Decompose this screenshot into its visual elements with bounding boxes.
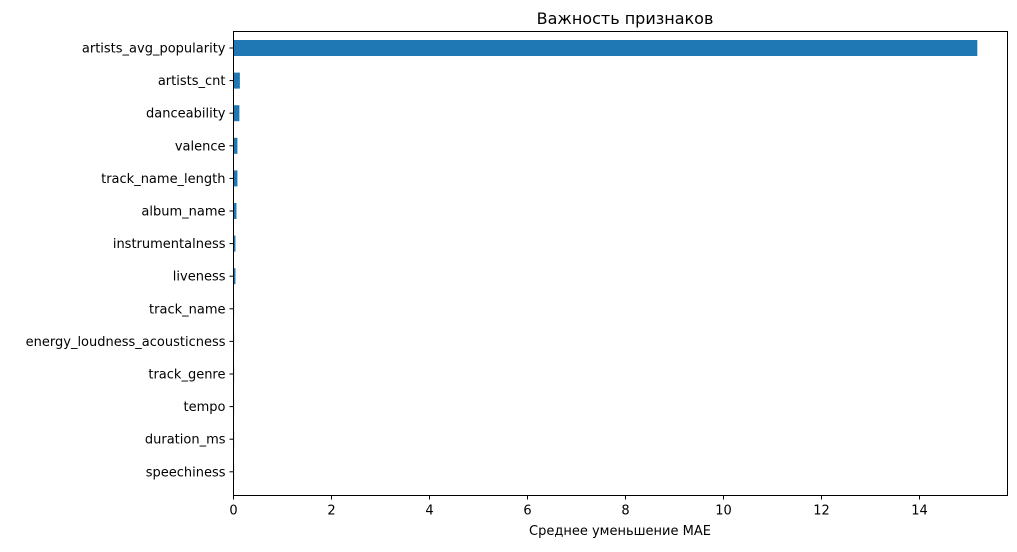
y-tick-label: tempo: [184, 400, 226, 415]
y-tick-label: valence: [175, 139, 226, 154]
y-tick-label: track_genre: [148, 368, 225, 383]
x-axis-ticks: 0 2 4 6 8 10 12 14: [229, 495, 928, 519]
y-tick-label: instrumentalness: [113, 237, 226, 252]
y-tick-label: artists_cnt: [158, 74, 226, 89]
y-tick-label: album_name: [141, 205, 225, 220]
y-tick-label: speechiness: [146, 465, 226, 480]
bar-artists_cnt: [233, 72, 240, 89]
x-tick-label: 10: [715, 504, 732, 519]
bar-album_name: [233, 203, 237, 219]
bars-group: [233, 40, 978, 480]
y-tick-label: track_name_length: [101, 172, 225, 187]
bar-valence: [233, 137, 238, 154]
y-tick-label: track_name: [149, 302, 225, 317]
x-tick-label: 2: [327, 504, 335, 519]
y-tick-label: artists_avg_popularity: [82, 42, 226, 57]
x-tick-label: 14: [911, 504, 928, 519]
bar-artists_avg_popularity: [233, 40, 978, 56]
x-tick-label: 0: [229, 504, 237, 519]
chart-title: Важность признаков: [537, 9, 714, 28]
x-tick-label: 12: [813, 504, 830, 519]
y-axis-ticks: artists_avg_popularity artists_cntdanceab…: [26, 42, 234, 480]
x-tick-label: 6: [523, 504, 531, 519]
bar-danceability: [233, 105, 240, 122]
plot-frame: [233, 31, 1008, 496]
x-axis-label: Среднее уменьшение MAE: [529, 524, 711, 539]
x-tick-label: 4: [425, 504, 433, 519]
y-tick-label: energy_loudness_acousticness: [26, 335, 226, 350]
bar-instrumentalness: [233, 235, 236, 252]
x-tick-label: 8: [621, 504, 629, 519]
bar-liveness: [233, 268, 236, 285]
y-tick-label: danceability: [146, 107, 226, 122]
y-tick-label: liveness: [173, 270, 226, 285]
y-tick-label: duration_ms: [145, 433, 226, 448]
bar-track_name_length: [233, 170, 238, 187]
